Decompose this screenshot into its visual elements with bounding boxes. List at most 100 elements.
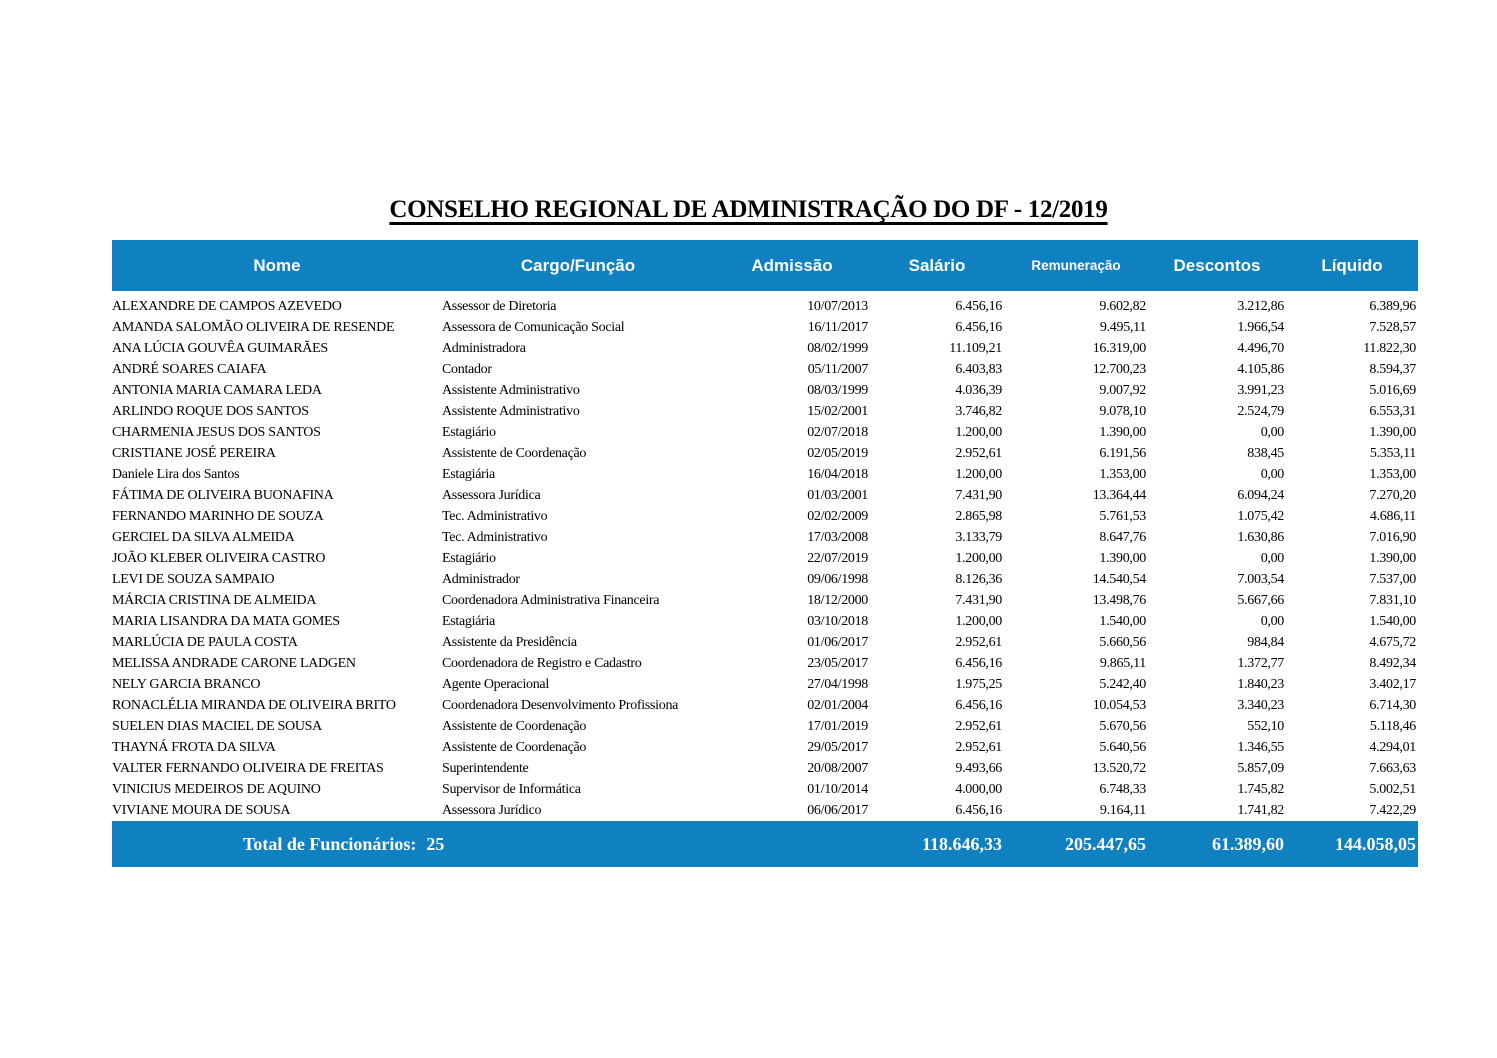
cell-remuneracao: 1.353,00 — [1099, 467, 1146, 482]
footer-total-label-cell: Total de Funcionários: 25 — [112, 821, 870, 867]
cell-liquido: 7.831,10 — [1369, 593, 1416, 608]
table-row: CRISTIANE JOSÉ PEREIRA Assistente de Coor… — [112, 443, 1418, 464]
payroll-table: Nome Cargo/Função Admissão Salário Remun… — [112, 240, 1418, 867]
cell-salario: 6.456,16 — [955, 299, 1002, 314]
cell-cargo: Estagiário — [442, 425, 496, 440]
cell-remuneracao: 1.540,00 — [1099, 614, 1146, 629]
cell-liquido: 7.270,20 — [1369, 488, 1416, 503]
cell-liquido: 5.118,46 — [1369, 719, 1416, 734]
cell-remuneracao: 5.761,53 — [1099, 509, 1146, 524]
cell-admissao: 10/07/2013 — [807, 299, 868, 314]
footer-remuneracao-total: 205.447,65 — [1004, 821, 1148, 867]
cell-nome: AMANDA SALOMÃO OLIVEIRA DE RESENDE — [112, 320, 395, 335]
cell-descontos: 7.003,54 — [1237, 572, 1284, 587]
cell-descontos: 2.524,79 — [1237, 404, 1284, 419]
cell-remuneracao: 8.647,76 — [1099, 530, 1146, 545]
cell-salario: 6.456,16 — [955, 698, 1002, 713]
table-row: MARLÚCIA DE PAULA COSTA Assistente da Pre… — [112, 632, 1418, 653]
cell-descontos: 984,84 — [1247, 635, 1284, 650]
cell-nome: VIVIANE MOURA DE SOUSA — [112, 803, 291, 818]
cell-remuneracao: 9.078,10 — [1099, 404, 1146, 419]
footer-total-count: 25 — [426, 833, 445, 854]
cell-liquido: 8.594,37 — [1369, 362, 1416, 377]
cell-admissao: 08/03/1999 — [807, 383, 868, 398]
cell-cargo: Assistente de Coordenação — [442, 446, 587, 461]
cell-liquido: 7.016,90 — [1369, 530, 1416, 545]
cell-nome: RONACLÉLIA MIRANDA DE OLIVEIRA BRITO — [112, 698, 396, 713]
cell-admissao: 16/11/2017 — [807, 320, 869, 335]
cell-liquido: 6.714,30 — [1369, 698, 1416, 713]
cell-descontos: 6.094,24 — [1237, 488, 1284, 503]
cell-nome: GERCIEL DA SILVA ALMEIDA — [112, 530, 295, 545]
cell-salario: 1.200,00 — [955, 425, 1002, 440]
cell-nome: MARIA LISANDRA DA MATA GOMES — [112, 614, 340, 629]
cell-admissao: 02/07/2018 — [807, 425, 868, 440]
table-row: ARLINDO ROQUE DOS SANTOS Assistente Admin… — [112, 401, 1418, 422]
cell-salario: 9.493,66 — [955, 761, 1002, 776]
cell-liquido: 5.353,11 — [1369, 446, 1416, 461]
cell-nome: THAYNÁ FROTA DA SILVA — [112, 740, 276, 755]
cell-admissao: 05/11/2007 — [807, 362, 869, 377]
cell-liquido: 1.390,00 — [1369, 425, 1416, 440]
cell-descontos: 5.667,66 — [1237, 593, 1284, 608]
cell-admissao: 02/01/2004 — [807, 698, 868, 713]
table-row: VIVIANE MOURA DE SOUSA Assessora Jurídico… — [112, 800, 1418, 821]
cell-cargo: Supervisor de Informática — [442, 782, 581, 797]
cell-salario: 2.952,61 — [955, 740, 1002, 755]
cell-salario: 1.200,00 — [955, 551, 1002, 566]
cell-nome: Daniele Lira dos Santos — [112, 467, 240, 482]
cell-descontos: 4.105,86 — [1237, 362, 1284, 377]
cell-descontos: 838,45 — [1247, 446, 1284, 461]
cell-liquido: 1.353,00 — [1369, 467, 1416, 482]
cell-liquido: 6.553,31 — [1369, 404, 1416, 419]
footer-descontos-total: 61.389,60 — [1148, 821, 1286, 867]
cell-descontos: 1.630,86 — [1237, 530, 1284, 545]
cell-descontos: 0,00 — [1260, 467, 1285, 482]
cell-remuneracao: 9.495,11 — [1099, 320, 1146, 335]
cell-admissao: 27/04/1998 — [807, 677, 868, 692]
cell-remuneracao: 13.364,44 — [1092, 488, 1147, 503]
cell-nome: ANDRÉ SOARES CAIAFA — [112, 362, 267, 377]
cell-cargo: Assessora de Comunicação Social — [442, 320, 625, 335]
cell-descontos: 1.840,23 — [1237, 677, 1284, 692]
cell-descontos: 1.075,42 — [1237, 509, 1284, 524]
cell-cargo: Assistente Administrativo — [442, 404, 580, 419]
column-header-descontos: Descontos — [1148, 240, 1286, 296]
footer-row: Total de Funcionários: 25 118.646,33 205.… — [112, 821, 1418, 867]
cell-remuneracao: 5.640,56 — [1099, 740, 1146, 755]
table-row: CHARMENIA JESUS DOS SANTOS Estagiário 02/0… — [112, 422, 1418, 443]
cell-admissao: 08/02/1999 — [807, 341, 868, 356]
cell-remuneracao: 6.191,56 — [1099, 446, 1146, 461]
cell-descontos: 3.340,23 — [1237, 698, 1284, 713]
cell-nome: MARLÚCIA DE PAULA COSTA — [112, 635, 298, 650]
table-row: GERCIEL DA SILVA ALMEIDA Tec. Administrat… — [112, 527, 1418, 548]
cell-liquido: 4.675,72 — [1369, 635, 1416, 650]
cell-nome: ARLINDO ROQUE DOS SANTOS — [112, 404, 309, 419]
cell-salario: 2.952,61 — [955, 719, 1002, 734]
cell-admissao: 22/07/2019 — [807, 551, 868, 566]
cell-liquido: 1.540,00 — [1369, 614, 1416, 629]
cell-salario: 1.975,25 — [955, 677, 1002, 692]
cell-admissao: 02/05/2019 — [807, 446, 868, 461]
cell-descontos: 5.857,09 — [1237, 761, 1284, 776]
cell-nome: SUELEN DIAS MACIEL DE SOUSA — [112, 719, 322, 734]
cell-cargo: Tec. Administrativo — [442, 509, 548, 524]
cell-admissao: 01/06/2017 — [807, 635, 868, 650]
cell-remuneracao: 5.670,56 — [1099, 719, 1146, 734]
table-row: SUELEN DIAS MACIEL DE SOUSA Assistente de… — [112, 716, 1418, 737]
table-row: ALEXANDRE DE CAMPOS AZEVEDO Assessor de D… — [112, 294, 1418, 318]
cell-descontos: 4.496,70 — [1237, 341, 1284, 356]
cell-nome: NELY GARCIA BRANCO — [112, 677, 261, 692]
cell-salario: 2.952,61 — [955, 635, 1002, 650]
cell-liquido: 4.294,01 — [1369, 740, 1416, 755]
cell-descontos: 1.346,55 — [1237, 740, 1284, 755]
cell-salario: 6.456,16 — [955, 656, 1002, 671]
table-row: FÁTIMA DE OLIVEIRA BUONAFINA Assessora Ju… — [112, 485, 1418, 506]
column-header-cargo-funcao: Cargo/Função — [442, 240, 714, 296]
cell-cargo: Assessora Jurídica — [442, 488, 541, 503]
table-row: ANTONIA MARIA CAMARA LEDA Assistente Admi… — [112, 380, 1418, 401]
cell-cargo: Assistente de Coordenação — [442, 740, 587, 755]
cell-remuneracao: 12.700,23 — [1092, 362, 1147, 377]
cell-admissao: 29/05/2017 — [807, 740, 868, 755]
footer-liquido-total: 144.058,05 — [1286, 821, 1418, 867]
